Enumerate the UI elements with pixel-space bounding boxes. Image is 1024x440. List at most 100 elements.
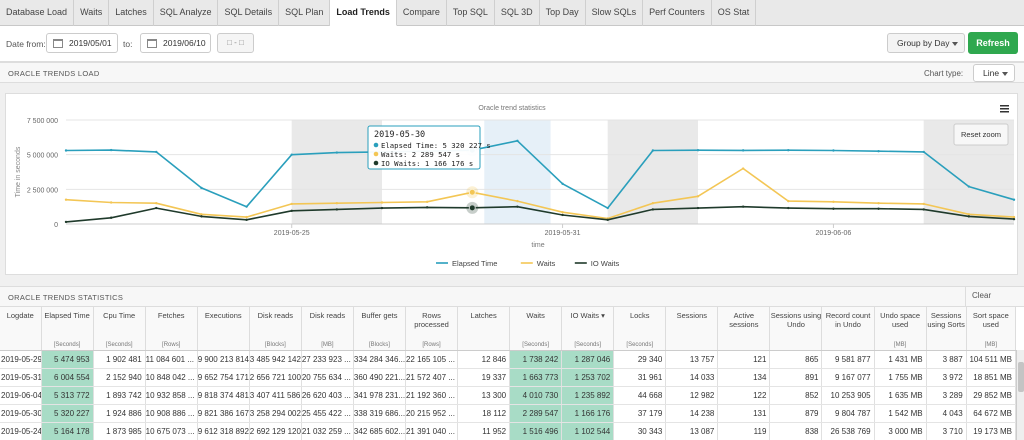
column-unit: [Blocks]: [264, 341, 286, 348]
column-header-label: Locks: [629, 311, 650, 320]
column-header[interactable]: Rows processed [Rows]: [405, 307, 459, 351]
column-header-label: Disk reads: [309, 311, 346, 320]
tab-sql-3d[interactable]: SQL 3D: [495, 0, 540, 26]
calendar-icon: [53, 39, 63, 48]
reset-zoom-button[interactable]: [953, 123, 1009, 146]
tooltip-line: Waits: 2 289 547 s: [381, 150, 460, 159]
tab-top-sql[interactable]: Top SQL: [447, 0, 495, 26]
tab-perf-counters[interactable]: Perf Counters: [643, 0, 712, 26]
scrollbar-thumb[interactable]: [1018, 362, 1024, 392]
data-point: [380, 201, 384, 204]
group-by-dropdown[interactable]: Group by Day: [887, 33, 965, 53]
table-cell: 5 313 772: [41, 386, 94, 405]
column-header-label: Disk reads: [257, 311, 294, 320]
tab-bar: Database Load Waits Latches SQL Analyze SQL …: [0, 0, 1024, 26]
column-header-label: IO Waits ▾: [570, 311, 605, 320]
table-cell: 29 340: [613, 350, 667, 369]
hamburger-menu-icon[interactable]: [1000, 108, 1009, 110]
column-header[interactable]: Latches: [457, 307, 511, 351]
column-header-label: Cpu Time: [103, 311, 136, 320]
table-row[interactable]: 2019-05-24 5 164 178 1 873 985 10 675 073 .…: [0, 422, 1017, 440]
data-point: [696, 195, 700, 198]
toolbar: Date from: 2019/05/01 to: 2019/06/10 □ -…: [0, 26, 1024, 62]
tab-slow-sqls[interactable]: Slow SQLs: [586, 0, 644, 26]
data-point: [741, 167, 745, 170]
data-point: [651, 202, 655, 205]
date-range-button[interactable]: □ - □: [217, 33, 254, 53]
table-cell: 31 961: [613, 368, 667, 387]
tab-sql-plan[interactable]: SQL Plan: [279, 0, 331, 26]
date-from-input[interactable]: 2019/05/01: [46, 33, 118, 53]
clear-selection-button[interactable]: Clear selection: [965, 286, 1024, 320]
table-cell: 3 258 294 002: [249, 404, 302, 423]
column-header[interactable]: Locks [Seconds]: [613, 307, 667, 351]
table-cell: 1 873 985: [93, 422, 146, 440]
column-header[interactable]: Undo space used [MB]: [874, 307, 927, 351]
table-cell: 891: [769, 368, 823, 387]
tab-waits[interactable]: Waits: [74, 0, 110, 26]
table-cell: 19 173 MB: [966, 422, 1017, 440]
tab-load-trends[interactable]: Load Trends: [330, 0, 397, 26]
table-row[interactable]: 2019-05-30 5 320 227 1 924 886 10 908 886 .…: [0, 404, 1017, 423]
series-line-io-waits: [65, 205, 1015, 223]
table-cell: 21 032 259 ...: [301, 422, 354, 440]
data-point: [200, 215, 203, 218]
table-cell: 9 652 754 171: [197, 368, 250, 387]
tab-database-load[interactable]: Database Load: [0, 0, 75, 26]
table-cell: 9 804 787: [821, 404, 875, 423]
date-to-input[interactable]: 2019/06/10: [140, 33, 211, 53]
tab-latches[interactable]: Latches: [109, 0, 154, 26]
chart-type-dropdown[interactable]: Line: [973, 64, 1015, 82]
data-point: [741, 149, 745, 152]
column-header[interactable]: Sessions using Undo: [769, 307, 823, 351]
data-point: [245, 215, 248, 219]
data-point: [787, 199, 790, 203]
data-point: [516, 205, 519, 208]
column-header[interactable]: Executions: [197, 307, 250, 351]
tab-os-stat[interactable]: OS Stat: [712, 0, 757, 26]
table-cell: 21 192 360 ...: [405, 386, 459, 405]
column-header-label: Buffer gets: [361, 311, 398, 320]
column-header[interactable]: Elapsed Time [Seconds]: [41, 307, 94, 351]
column-header[interactable]: Disk reads [MB]: [301, 307, 354, 351]
column-header[interactable]: Logdate: [0, 307, 42, 351]
column-header[interactable]: Disk reads [Blocks]: [249, 307, 302, 351]
table-scrollbar[interactable]: [1016, 350, 1024, 440]
column-header[interactable]: Fetches [Rows]: [145, 307, 198, 351]
column-header[interactable]: Sort space used [MB]: [966, 307, 1017, 351]
data-point: [877, 202, 880, 205]
table-row[interactable]: 2019-06-04 5 313 772 1 893 742 10 932 858 .…: [0, 386, 1017, 405]
refresh-button[interactable]: Refresh: [968, 32, 1018, 54]
table-cell: 2 656 721 100: [249, 368, 302, 387]
table-cell: 1 755 MB: [874, 368, 927, 387]
table-row[interactable]: 2019-05-29 5 474 953 1 902 481 11 084 601 .…: [0, 350, 1017, 369]
column-header[interactable]: Buffer gets [Blocks]: [353, 307, 406, 351]
column-header[interactable]: Sessions using Sorts: [926, 307, 967, 351]
hamburger-menu-icon[interactable]: [1000, 111, 1009, 113]
hamburger-menu-icon[interactable]: [1000, 105, 1009, 107]
chart-panel: 0 2 500 000 5 000 000 7 500 000 2019-05-25 20…: [5, 93, 1018, 275]
column-header[interactable]: Active sessions: [717, 307, 771, 351]
column-header[interactable]: Cpu Time [Seconds]: [93, 307, 146, 351]
table-header-row: Logdate Elapsed Time [Seconds] Cpu Time [Sec…: [0, 307, 1017, 351]
data-point: [922, 150, 925, 154]
data-point: [516, 199, 519, 203]
tab-sql-analyze[interactable]: SQL Analyze: [154, 0, 219, 26]
data-point: [468, 204, 476, 212]
tab-sql-details[interactable]: SQL Details: [218, 0, 280, 26]
legend-item: Elapsed Time: [452, 259, 497, 268]
legend-item: Waits: [537, 259, 556, 268]
table-cell: 18 851 MB: [966, 368, 1017, 387]
table-cell: 9 900 213 814: [197, 350, 250, 369]
tab-top-day[interactable]: Top Day: [540, 0, 586, 26]
column-header-label: Waits: [526, 311, 545, 320]
x-axis-label: time: [531, 242, 544, 249]
column-header[interactable]: Sessions: [665, 307, 719, 351]
tab-compare[interactable]: Compare: [397, 0, 447, 26]
table-row[interactable]: 2019-05-31 6 004 554 2 152 940 10 848 042 .…: [0, 368, 1017, 387]
column-header[interactable]: Record count in Undo: [821, 307, 875, 351]
table-cell: 19 337: [457, 368, 511, 387]
column-unit: [Seconds]: [522, 341, 549, 348]
column-header[interactable]: Waits [Seconds]: [509, 307, 563, 351]
column-header[interactable]: IO Waits ▾ [Seconds]: [561, 307, 615, 351]
